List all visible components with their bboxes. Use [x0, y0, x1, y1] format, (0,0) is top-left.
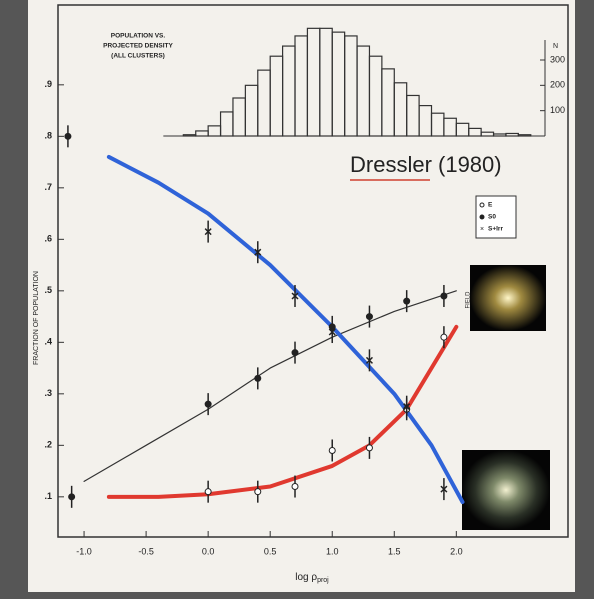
data-point — [440, 292, 448, 300]
y-tick-label: .9 — [44, 79, 52, 89]
fit-curve — [106, 324, 459, 499]
galaxy-image — [462, 450, 550, 530]
data-point — [365, 444, 373, 452]
histogram-title: PROJECTED DENSITY — [103, 43, 173, 50]
histogram-y-label: N — [553, 43, 558, 50]
data-point — [328, 328, 336, 336]
x-tick-label: 1.5 — [388, 546, 401, 556]
x-tick-label: -1.0 — [76, 546, 92, 556]
data-point — [291, 292, 299, 300]
y-tick-label: .1 — [44, 491, 52, 501]
y-tick-label: .3 — [44, 388, 52, 398]
y-tick-label: .4 — [44, 337, 52, 347]
data-point — [328, 446, 336, 454]
x-tick-label: 2.0 — [450, 546, 463, 556]
x-tick-label: -0.5 — [138, 546, 154, 556]
data-point — [403, 297, 411, 305]
x-tick-label: 0.0 — [202, 546, 215, 556]
data-point — [440, 333, 448, 341]
data-point — [64, 132, 72, 140]
data-point — [365, 356, 373, 364]
legend-marker: × — [480, 226, 484, 233]
y-tick-label: .6 — [44, 234, 52, 244]
x-axis-label: log ρproj — [295, 572, 329, 584]
legend-marker — [479, 214, 485, 220]
legend-marker — [479, 202, 485, 208]
data-point — [204, 488, 212, 496]
fit-curve — [83, 290, 457, 482]
data-point — [68, 493, 76, 501]
galaxy-image — [470, 265, 546, 331]
data-point — [291, 349, 299, 357]
fit-curve — [106, 154, 465, 504]
y-tick-label: .7 — [44, 182, 52, 192]
histogram-tick-label: 300 — [550, 54, 565, 64]
y-tick-label: .8 — [44, 131, 52, 141]
annotation: Dressler (1980) — [350, 152, 502, 177]
data-point — [254, 248, 262, 256]
data-point — [204, 228, 212, 236]
data-point — [254, 374, 262, 382]
data-point — [204, 400, 212, 408]
data-point — [403, 403, 411, 411]
data-point — [254, 488, 262, 496]
x-axis-label-main: log ρ — [295, 572, 317, 583]
x-axis-label-sub: proj — [317, 577, 329, 584]
histogram-tick-label: 200 — [550, 80, 565, 90]
x-tick-label: 0.5 — [264, 546, 277, 556]
legend-label: S+Irr — [488, 226, 503, 233]
plot-frame — [57, 4, 569, 538]
data-point — [291, 483, 299, 491]
y-axis-label: FRACTION OF POPULATION — [33, 271, 40, 365]
y-tick-label: .2 — [44, 440, 52, 450]
histogram-tick-label: 100 — [550, 105, 565, 115]
legend-label: S0 — [488, 214, 496, 221]
histogram-title: (ALL CLUSTERS) — [111, 53, 165, 60]
x-tick-label: 1.0 — [326, 546, 339, 556]
y-tick-label: .5 — [44, 285, 52, 295]
field-label: FIELD — [466, 291, 472, 309]
data-point — [440, 485, 448, 493]
histogram-title: POPULATION VS. — [111, 33, 166, 40]
data-point — [365, 313, 373, 321]
legend-label: E — [488, 202, 493, 209]
